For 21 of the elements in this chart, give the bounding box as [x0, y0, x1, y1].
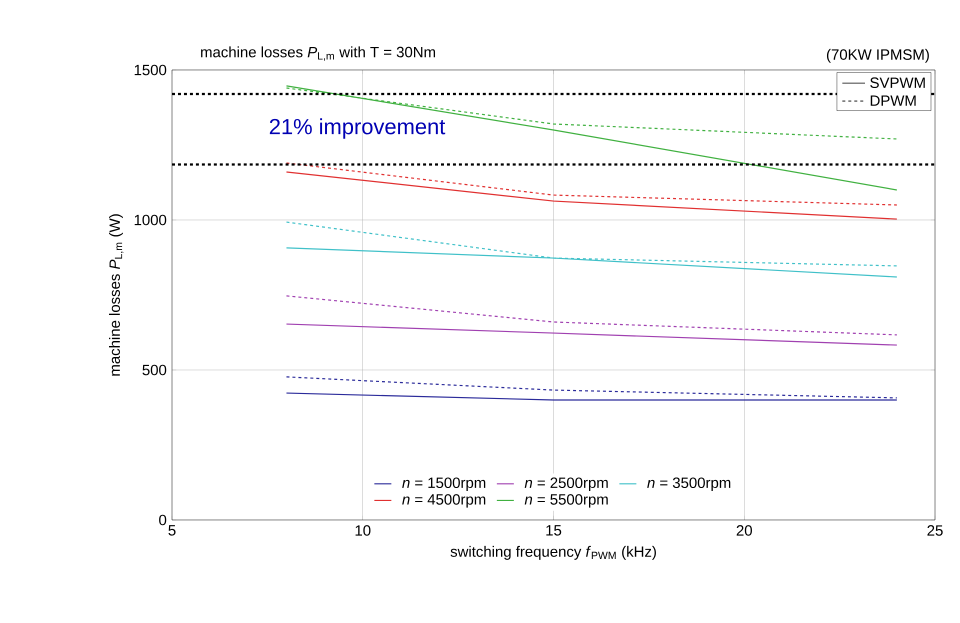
- annotation: SVPWM: [870, 77, 925, 88]
- text: (70KW IPMSM): [826, 48, 929, 63]
- y-tick-label: 500: [142, 364, 166, 376]
- x-axis-title: switching frequency f$_{PWM}$ (kHz): [450, 546, 656, 560]
- annotation: DPWM: [870, 96, 916, 106]
- y-tick-label: 0: [159, 514, 166, 526]
- x-tick-label: 5: [168, 525, 176, 536]
- annotation: 21% improvement: [270, 118, 446, 139]
- y-tick-label: 1500: [134, 64, 166, 76]
- y-tick-label: 1000: [134, 214, 166, 226]
- legend-label: n = 4500rpm: [402, 494, 486, 508]
- x-tick-label: 20: [736, 525, 752, 536]
- x-tick-label: 15: [546, 525, 562, 536]
- chart-title: machine losses P$_{L,m}$ with T = 30Nm: [201, 46, 436, 61]
- legend-label: n = 1500rpm: [402, 477, 486, 491]
- legend-label: n = 2500rpm: [524, 477, 608, 491]
- x-tick-label: 10: [356, 525, 370, 536]
- x-tick-label: 25: [927, 525, 943, 536]
- legend-label: n = 3500rpm: [647, 477, 730, 491]
- legend-label: n = 5500rpm: [524, 494, 608, 508]
- y-axis-title: machine losses P$_{L,m}$ (W): [109, 214, 124, 376]
